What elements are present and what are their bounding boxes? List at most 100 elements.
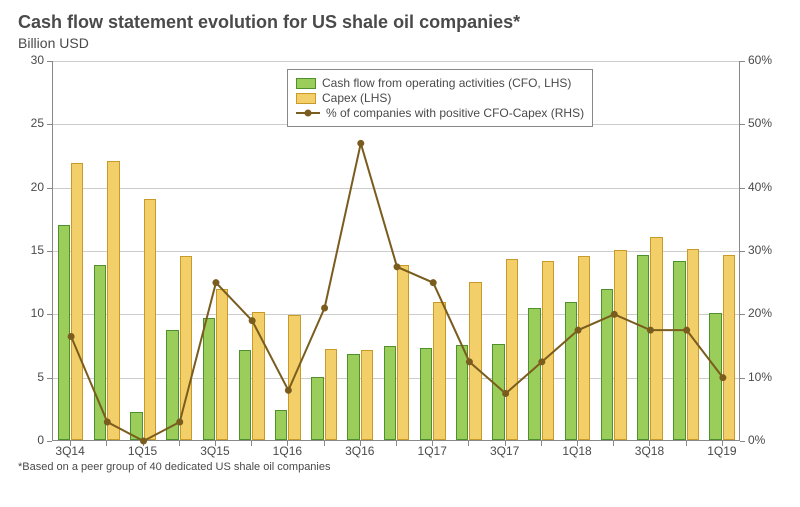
bar-cfo: [709, 313, 721, 440]
x-tick: [106, 441, 107, 446]
bar-cfo: [492, 344, 504, 440]
bar-capex: [397, 265, 409, 440]
bar-capex: [723, 255, 735, 440]
bar-capex: [614, 250, 626, 440]
marker-pct-positive: [357, 140, 364, 147]
y-label-right: 20%: [748, 306, 772, 320]
y-tick-left: [47, 441, 52, 442]
legend-item-cfo-label: Cash flow from operating activities (CFO…: [322, 76, 571, 90]
bar-capex: [433, 302, 445, 440]
bar-cfo: [203, 318, 215, 440]
y-label-right: 30%: [748, 243, 772, 257]
y-tick-left: [47, 314, 52, 315]
marker-pct-positive: [212, 279, 219, 286]
y-tick-right: [740, 441, 745, 442]
legend-swatch-cfo: [296, 78, 316, 89]
bar-capex: [687, 249, 699, 440]
x-tick: [613, 441, 614, 446]
x-label: 3Q14: [55, 444, 84, 458]
bar-cfo: [420, 348, 432, 440]
bar-cfo: [58, 225, 70, 440]
marker-pct-positive: [321, 305, 328, 312]
marker-pct-positive: [430, 279, 437, 286]
gridline: [53, 188, 739, 189]
legend-dot-icon: [305, 110, 312, 117]
bar-cfo: [384, 346, 396, 440]
y-tick-right: [740, 124, 745, 125]
x-label: 1Q18: [562, 444, 591, 458]
x-tick: [468, 441, 469, 446]
legend-item-capex-label: Capex (LHS): [322, 91, 391, 105]
x-label: 1Q19: [707, 444, 736, 458]
x-tick: [179, 441, 180, 446]
bar-cfo: [311, 377, 323, 440]
legend-line-icon: [296, 112, 320, 114]
chart-subtitle: Billion USD: [18, 35, 782, 51]
x-label: 3Q15: [200, 444, 229, 458]
bar-capex: [252, 312, 264, 440]
y-label-left: 15: [18, 243, 44, 257]
x-label: 3Q16: [345, 444, 374, 458]
bar-capex: [180, 256, 192, 440]
bar-capex: [216, 289, 228, 440]
y-tick-left: [47, 61, 52, 62]
bar-cfo: [130, 412, 142, 440]
x-tick: [396, 441, 397, 446]
bar-cfo: [601, 289, 613, 440]
bar-capex: [578, 256, 590, 440]
legend-item-pct-label: % of companies with positive CFO-Capex (…: [326, 106, 584, 120]
x-label: 1Q15: [128, 444, 157, 458]
bar-capex: [288, 315, 300, 440]
y-tick-right: [740, 61, 745, 62]
bar-cfo: [456, 345, 468, 440]
bar-capex: [361, 350, 373, 440]
bar-capex: [650, 237, 662, 440]
y-label-right: 40%: [748, 180, 772, 194]
y-tick-right: [740, 314, 745, 315]
bar-cfo: [528, 308, 540, 440]
chart-title: Cash flow statement evolution for US sha…: [18, 12, 782, 33]
y-label-right: 60%: [748, 53, 772, 67]
bar-cfo: [347, 354, 359, 440]
bar-capex: [107, 161, 119, 440]
bar-cfo: [166, 330, 178, 440]
plot-wrapper: Cash flow from operating activities (CFO…: [18, 57, 782, 457]
x-tick: [251, 441, 252, 446]
y-tick-right: [740, 188, 745, 189]
legend: Cash flow from operating activities (CFO…: [287, 69, 593, 127]
y-label-right: 0%: [748, 433, 765, 447]
chart-footnote: *Based on a peer group of 40 dedicated U…: [18, 461, 782, 473]
bar-capex: [325, 349, 337, 440]
y-label-left: 0: [18, 433, 44, 447]
x-label: 3Q18: [635, 444, 664, 458]
bar-cfo: [637, 255, 649, 440]
bar-capex: [506, 259, 518, 440]
x-tick: [541, 441, 542, 446]
y-tick-right: [740, 378, 745, 379]
y-label-right: 10%: [748, 370, 772, 384]
x-label: 1Q17: [418, 444, 447, 458]
y-label-left: 5: [18, 370, 44, 384]
plot-area: Cash flow from operating activities (CFO…: [52, 61, 740, 441]
x-tick: [324, 441, 325, 446]
bar-capex: [71, 163, 83, 440]
x-label: 1Q16: [273, 444, 302, 458]
y-label-right: 50%: [748, 116, 772, 130]
bar-capex: [542, 261, 554, 440]
y-label-left: 25: [18, 116, 44, 130]
legend-swatch-capex: [296, 93, 316, 104]
bar-cfo: [239, 350, 251, 440]
legend-item-cfo: Cash flow from operating activities (CFO…: [296, 76, 584, 90]
bar-capex: [469, 282, 481, 440]
y-label-left: 10: [18, 306, 44, 320]
y-tick-left: [47, 378, 52, 379]
bar-cfo: [275, 410, 287, 440]
y-label-left: 20: [18, 180, 44, 194]
y-label-left: 30: [18, 53, 44, 67]
x-tick: [686, 441, 687, 446]
y-tick-right: [740, 251, 745, 252]
bar-cfo: [673, 261, 685, 440]
legend-item-capex: Capex (LHS): [296, 91, 584, 105]
y-tick-left: [47, 251, 52, 252]
chart-container: Cash flow statement evolution for US sha…: [0, 0, 800, 507]
